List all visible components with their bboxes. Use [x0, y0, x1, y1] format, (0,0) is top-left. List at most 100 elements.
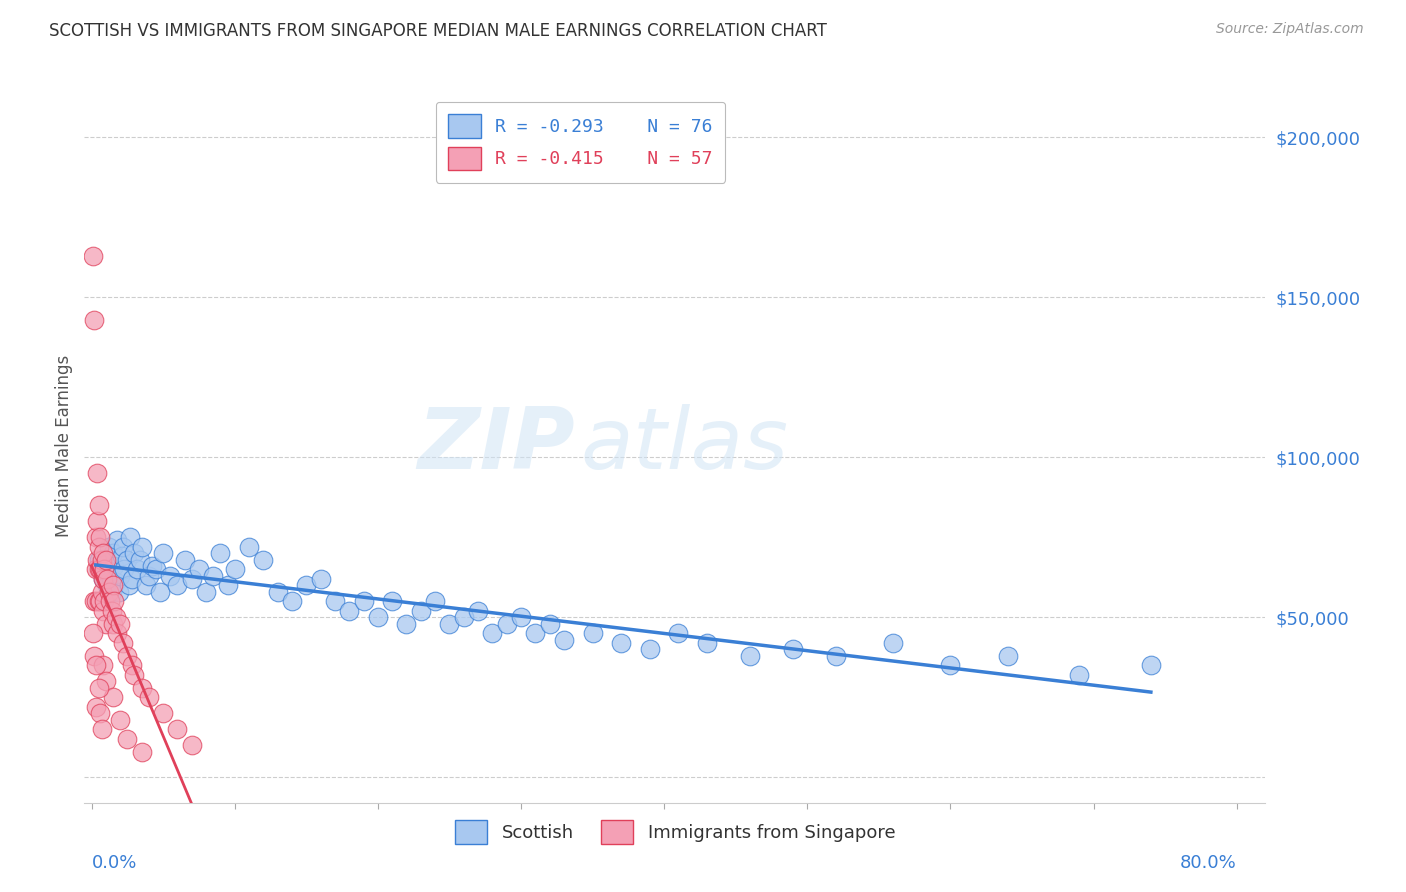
Text: atlas: atlas [581, 404, 789, 488]
Point [180, 572, 202, 586]
Point [127, 562, 149, 576]
Point [131, 681, 153, 695]
Point [86, 466, 108, 480]
Point [90, 552, 112, 566]
Point [82, 249, 104, 263]
Point [107, 584, 129, 599]
Point [108, 713, 131, 727]
Point [638, 642, 661, 657]
Point [91, 572, 114, 586]
Point [581, 626, 603, 640]
Point [101, 616, 124, 631]
Point [103, 594, 125, 608]
Point [86, 514, 108, 528]
Text: ZIP: ZIP [416, 404, 575, 488]
Legend: Scottish, Immigrants from Singapore: Scottish, Immigrants from Singapore [447, 814, 903, 851]
Point [91, 546, 114, 560]
Point [217, 578, 239, 592]
Point [103, 559, 125, 574]
Point [94, 616, 117, 631]
Point [668, 626, 690, 640]
Point [173, 552, 195, 566]
Point [202, 568, 225, 582]
Point [381, 594, 404, 608]
Point [89, 562, 111, 576]
Point [159, 568, 181, 582]
Point [187, 562, 209, 576]
Point [83, 648, 105, 663]
Point [98, 568, 121, 582]
Point [997, 648, 1019, 663]
Point [510, 610, 533, 624]
Point [166, 578, 188, 592]
Point [124, 546, 146, 560]
Point [939, 658, 962, 673]
Point [87, 562, 110, 576]
Text: 0.0%: 0.0% [91, 854, 136, 872]
Point [1069, 668, 1091, 682]
Point [538, 616, 561, 631]
Point [423, 594, 446, 608]
Point [104, 574, 127, 589]
Point [195, 584, 218, 599]
Point [91, 658, 114, 673]
Point [90, 722, 112, 736]
Text: 80.0%: 80.0% [1180, 854, 1237, 872]
Point [138, 690, 160, 705]
Point [738, 648, 761, 663]
Point [83, 594, 105, 608]
Point [152, 706, 174, 721]
Point [87, 498, 110, 512]
Point [100, 584, 122, 599]
Point [141, 559, 163, 574]
Point [129, 552, 152, 566]
Point [180, 738, 202, 752]
Point [131, 745, 153, 759]
Point [117, 731, 139, 746]
Point [84, 594, 107, 608]
Point [467, 604, 489, 618]
Point [121, 658, 143, 673]
Point [87, 681, 110, 695]
Point [94, 552, 117, 566]
Point [135, 578, 157, 592]
Point [108, 616, 131, 631]
Point [453, 610, 475, 624]
Point [337, 604, 360, 618]
Point [82, 626, 104, 640]
Point [84, 699, 107, 714]
Text: SCOTTISH VS IMMIGRANTS FROM SINGAPORE MEDIAN MALE EARNINGS CORRELATION CHART: SCOTTISH VS IMMIGRANTS FROM SINGAPORE ME… [49, 22, 827, 40]
Point [97, 540, 120, 554]
Point [124, 668, 146, 682]
Point [295, 578, 318, 592]
Point [83, 312, 105, 326]
Point [281, 594, 304, 608]
Point [224, 562, 246, 576]
Point [238, 540, 260, 554]
Point [87, 540, 110, 554]
Point [553, 632, 575, 647]
Point [105, 533, 128, 548]
Point [481, 626, 503, 640]
Y-axis label: Median Male Earnings: Median Male Earnings [55, 355, 73, 537]
Point [108, 568, 131, 582]
Point [495, 616, 517, 631]
Point [131, 540, 153, 554]
Point [117, 552, 139, 566]
Point [111, 540, 134, 554]
Point [353, 594, 375, 608]
Point [105, 626, 128, 640]
Point [323, 594, 346, 608]
Point [120, 530, 142, 544]
Point [409, 604, 432, 618]
Text: Source: ZipAtlas.com: Source: ZipAtlas.com [1216, 22, 1364, 37]
Point [91, 604, 114, 618]
Point [84, 658, 107, 673]
Point [395, 616, 418, 631]
Point [149, 584, 172, 599]
Point [93, 594, 115, 608]
Point [166, 722, 188, 736]
Point [96, 572, 118, 586]
Point [104, 610, 127, 624]
Point [84, 530, 107, 544]
